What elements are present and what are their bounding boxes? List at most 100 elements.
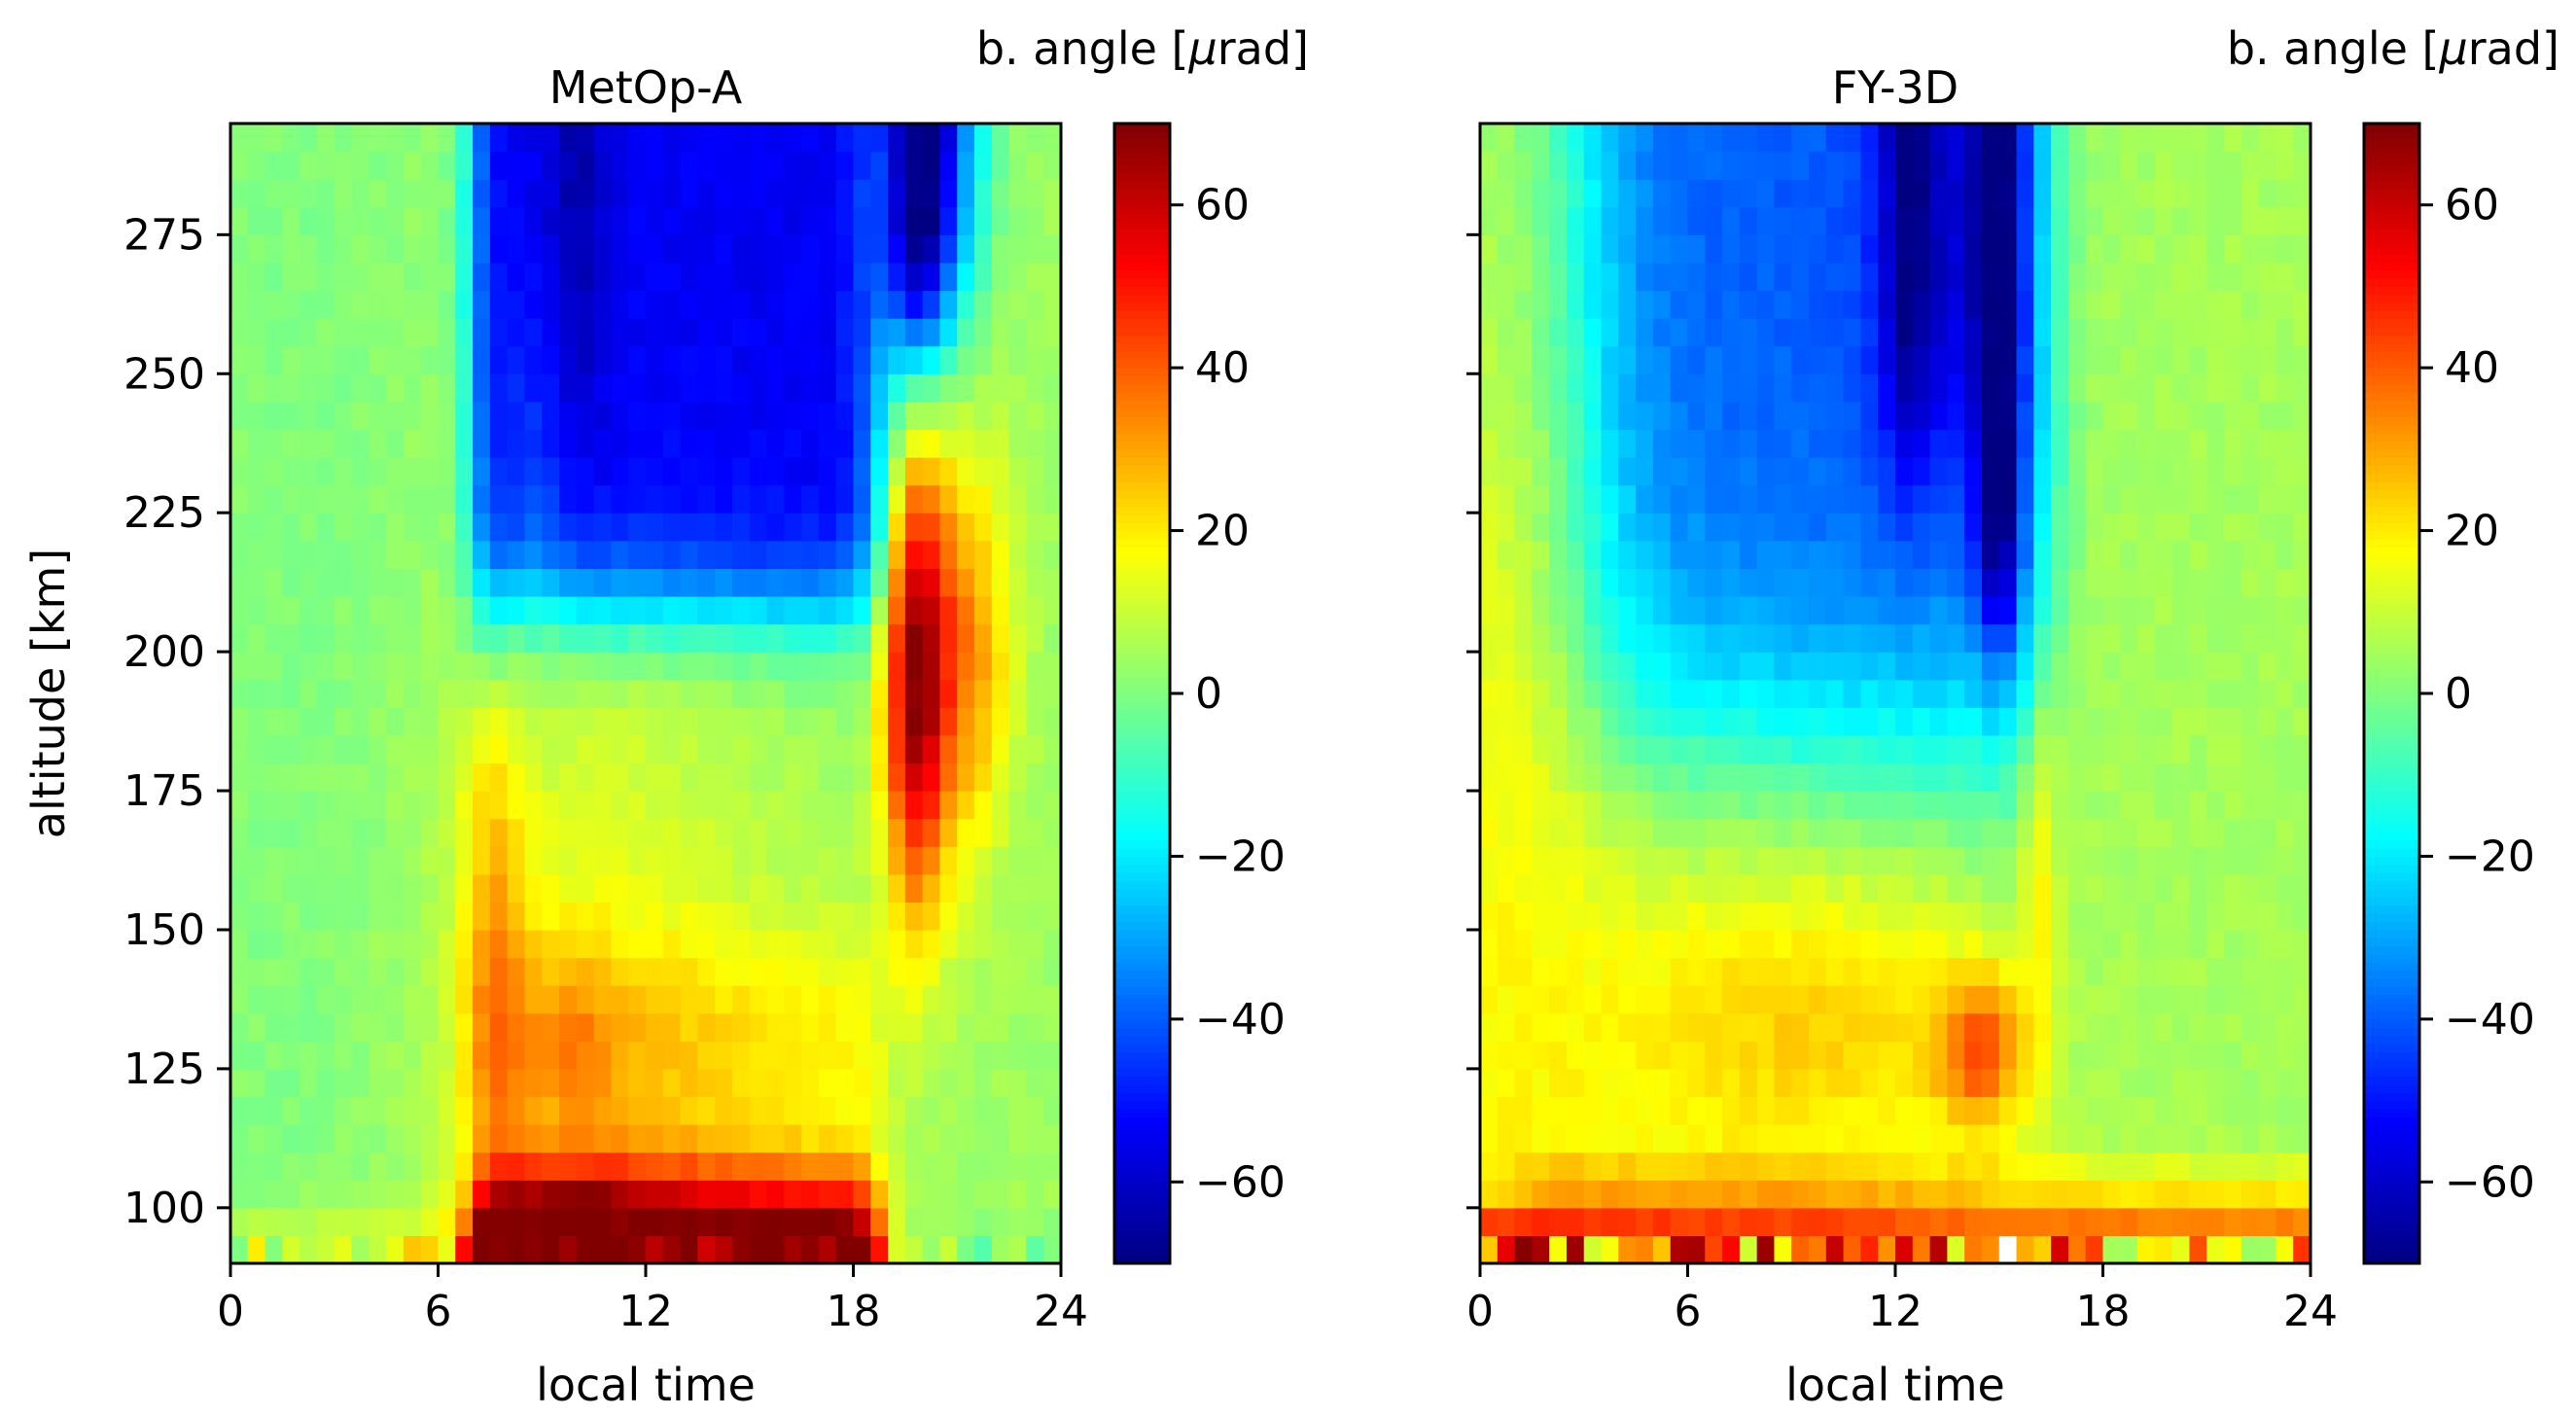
colorbar-step <box>1114 798 1170 808</box>
heatmap-cell <box>974 873 993 903</box>
heatmap-cell <box>2276 873 2294 903</box>
heatmap-cell <box>1008 234 1028 264</box>
heatmap-cell <box>870 734 889 764</box>
heatmap-cell <box>1618 457 1637 486</box>
heatmap-cell <box>403 985 422 1014</box>
heatmap-cell <box>646 1180 664 1209</box>
heatmap-cell <box>2016 734 2034 764</box>
heatmap-cell <box>1532 902 1550 931</box>
heatmap-cell <box>334 206 353 235</box>
heatmap-cell <box>1601 985 1619 1014</box>
heatmap-cell <box>680 957 698 986</box>
heatmap-cell <box>957 124 975 153</box>
heatmap-cell <box>2051 957 2069 986</box>
heatmap-cell <box>1947 846 1965 875</box>
heatmap-cell <box>1929 179 1948 208</box>
heatmap-cell <box>1497 429 1516 458</box>
heatmap-cell <box>2189 290 2207 319</box>
heatmap-cell <box>1878 540 1896 569</box>
colorbar-step <box>2364 1092 2419 1102</box>
heatmap-cell <box>974 262 993 292</box>
heatmap-cell <box>835 1068 855 1098</box>
colorbar-step <box>1114 1018 1170 1028</box>
heatmap-cell <box>991 734 1010 764</box>
heatmap-cell <box>611 484 629 514</box>
heatmap-cell <box>784 707 802 736</box>
heatmap-cell <box>1947 1151 1965 1181</box>
heatmap-cell <box>628 429 647 458</box>
colorbar-step <box>1114 245 1170 255</box>
heatmap-cell <box>1774 290 1792 319</box>
heatmap-cell <box>1791 345 1810 374</box>
heatmap-cell <box>991 791 1010 820</box>
heatmap-cell <box>1652 902 1672 931</box>
heatmap-cell <box>2293 513 2311 542</box>
colorbar-step <box>1114 1230 1170 1240</box>
heatmap-cell <box>1026 373 1044 403</box>
heatmap-cell <box>1549 179 1568 208</box>
heatmap-cell <box>853 873 871 903</box>
heatmap-cell <box>1026 652 1044 681</box>
heatmap-cell <box>801 401 820 431</box>
heatmap-cell <box>1026 262 1044 292</box>
heatmap-cell <box>2085 707 2104 736</box>
heatmap-cell <box>2154 1235 2173 1264</box>
heatmap-cell <box>455 791 474 820</box>
heatmap-cell <box>576 985 595 1014</box>
heatmap-cell <box>593 206 613 235</box>
heatmap-cell <box>2033 873 2052 903</box>
heatmap-cell <box>2067 206 2087 235</box>
heatmap-cell <box>2189 1151 2207 1181</box>
colorbar-step <box>2364 416 2419 426</box>
heatmap-cell <box>1652 373 1672 403</box>
heatmap-cell <box>1480 1041 1499 1070</box>
heatmap-cell <box>1549 873 1568 903</box>
heatmap-cell <box>957 1180 975 1209</box>
heatmap-cell <box>888 540 906 569</box>
heatmap-cell <box>1008 1207 1028 1237</box>
colorbar-step <box>1114 498 1170 508</box>
heatmap-cell <box>369 1180 387 1209</box>
heatmap-cell <box>1514 1151 1533 1181</box>
heatmap-cell <box>1514 1180 1533 1209</box>
heatmap-cell <box>2154 1068 2173 1098</box>
heatmap-cell <box>784 1151 802 1181</box>
heatmap-cell <box>351 873 370 903</box>
heatmap-cell <box>1601 401 1619 431</box>
heatmap-cell <box>265 818 283 847</box>
colorbar-step <box>1114 1182 1170 1191</box>
heatmap-cell <box>1652 206 1672 235</box>
heatmap-cell <box>1843 1235 1862 1264</box>
heatmap-cell <box>1843 595 1862 625</box>
heatmap-cell <box>1756 401 1776 431</box>
heatmap-cell <box>1912 318 1931 347</box>
heatmap-cell <box>766 1235 785 1264</box>
heatmap-cell <box>784 179 802 208</box>
heatmap-cell <box>2171 373 2191 403</box>
heatmap-cell <box>2033 234 2052 264</box>
heatmap-cell <box>593 985 613 1014</box>
colorbar-step <box>1114 832 1170 841</box>
heatmap-cell <box>1497 957 1516 986</box>
heatmap-cell <box>455 290 474 319</box>
heatmap-cell <box>1026 151 1044 180</box>
heatmap-cell <box>628 568 647 597</box>
heatmap-cell <box>1809 846 1827 875</box>
heatmap-cell <box>265 345 283 374</box>
heatmap-cell <box>1809 318 1827 347</box>
heatmap-cell <box>1549 762 1568 792</box>
heatmap-cell <box>1860 540 1879 569</box>
heatmap-cell <box>2154 1124 2173 1153</box>
heatmap-cell <box>316 1012 335 1042</box>
heatmap-cell <box>1860 1068 1879 1098</box>
heatmap-cell <box>1774 652 1792 681</box>
heatmap-cell <box>2033 595 2052 625</box>
heatmap-cell <box>2067 902 2087 931</box>
heatmap-cell <box>2051 818 2069 847</box>
heatmap-cell <box>1687 985 1706 1014</box>
heatmap-cell <box>1825 179 1845 208</box>
heatmap-cell <box>489 652 509 681</box>
heatmap-cell <box>1722 124 1741 153</box>
heatmap-cell <box>1843 1012 1862 1042</box>
heatmap-cell <box>1497 484 1516 514</box>
